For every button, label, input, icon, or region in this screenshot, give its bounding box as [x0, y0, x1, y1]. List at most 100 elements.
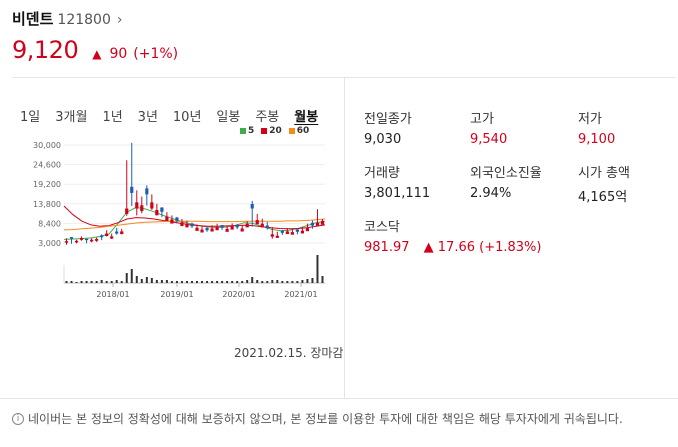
- tab-1y[interactable]: 1년: [102, 110, 123, 125]
- candle-body: [105, 233, 109, 237]
- stat-label: 전일종가: [364, 112, 412, 127]
- y-tick-label: 8,400: [38, 219, 61, 228]
- tab-3m[interactable]: 3개월: [55, 110, 88, 125]
- candle-body: [270, 234, 274, 237]
- y-tick-label: 3,000: [38, 239, 61, 248]
- volume-bar: [90, 281, 93, 283]
- candle-body: [245, 223, 249, 228]
- x-tick-label: 2019/01: [160, 290, 193, 299]
- volume-bar: [145, 277, 148, 283]
- stat-label: 저가: [578, 112, 602, 127]
- volume-bar: [201, 281, 204, 283]
- candle-body: [305, 228, 310, 232]
- candle-body: [120, 231, 124, 235]
- volume-bar: [110, 281, 113, 283]
- candle-body: [90, 239, 94, 242]
- volume-bar: [231, 281, 234, 283]
- index-change: 17.66 (+1.83%): [437, 240, 542, 255]
- stat-label: 시가 총액: [578, 166, 630, 181]
- volume-bar: [251, 277, 254, 283]
- volume-bar: [271, 280, 274, 283]
- volume-bar: [170, 281, 173, 283]
- up-arrow-icon: ▲: [92, 47, 102, 61]
- candle-body: [79, 237, 84, 240]
- price-change: 90: [109, 46, 128, 62]
- stat-high: 고가 9,540: [470, 108, 507, 147]
- volume-bar: [216, 281, 219, 283]
- index-value-row: 981.97 ▲ 17.66 (+1.83%): [364, 240, 541, 255]
- tab-weekly[interactable]: 주봉: [255, 110, 280, 125]
- candle-body: [205, 227, 209, 231]
- x-tick-label: 2021/01: [284, 290, 317, 299]
- volume-bar: [311, 278, 314, 283]
- divider: [12, 77, 676, 78]
- candle-body: [265, 225, 269, 229]
- stat-value: 9,540: [470, 132, 508, 147]
- candle-body: [225, 228, 229, 232]
- candle-body: [185, 223, 189, 228]
- candle-body: [200, 229, 204, 233]
- stat-value: 4,165억: [578, 190, 628, 205]
- candle-body: [110, 236, 114, 239]
- stock-code: 121800: [57, 12, 111, 28]
- candle-body: [100, 235, 104, 238]
- candle-body: [125, 208, 129, 214]
- candle-body: [95, 239, 99, 241]
- tab-daily[interactable]: 일봉: [216, 110, 241, 125]
- stock-name: 비덴트: [12, 10, 54, 28]
- up-arrow-icon: ▲: [423, 240, 434, 255]
- volume-bar: [286, 281, 289, 283]
- chart-date-note: 2021.02.15. 장마감: [234, 346, 344, 360]
- y-tick-label: 30,000: [33, 141, 61, 150]
- price-change-pct: (+1%): [133, 46, 179, 62]
- candle-body: [215, 227, 219, 231]
- tab-1d[interactable]: 1일: [20, 110, 41, 125]
- candle-body: [295, 229, 299, 232]
- period-tabs: 1일 3개월 1년 3년 10년 일봉 주봉 월봉: [20, 106, 333, 125]
- candle-body: [280, 230, 284, 233]
- volume-bar: [291, 281, 294, 283]
- legend-ma60: 60: [288, 126, 309, 136]
- legend-ma5: 5: [240, 126, 254, 136]
- stat-volume: 거래량 3,801,111: [364, 162, 430, 201]
- stat-foreign-ratio: 외국인소진율 2.94%: [470, 162, 542, 201]
- legend-swatch: [261, 128, 268, 134]
- candle-body: [285, 231, 289, 235]
- candle-body: [310, 222, 315, 226]
- volume-bar: [211, 281, 214, 283]
- index-kosdaq[interactable]: 코스닥 981.97 ▲ 17.66 (+1.83%): [364, 216, 541, 255]
- chevron-right-icon: ›: [116, 12, 123, 28]
- volume-bar: [125, 273, 128, 283]
- legend-swatch: [240, 128, 246, 134]
- legend-ma20: 20: [261, 126, 282, 136]
- candle-body: [145, 188, 149, 195]
- price-row: 9,120 ▲ 90 (+1%): [12, 36, 178, 64]
- volume-bar: [246, 280, 249, 283]
- candle-body: [84, 238, 89, 241]
- candle-body: [190, 223, 194, 227]
- volume-bar: [261, 281, 264, 283]
- y-tick-label: 24,600: [33, 161, 61, 170]
- volume-bar: [140, 279, 143, 283]
- volume-bar: [70, 281, 73, 283]
- volume-bar: [266, 281, 269, 283]
- tab-monthly[interactable]: 월봉: [294, 110, 319, 125]
- tab-3y[interactable]: 3년: [137, 110, 158, 125]
- stat-label: 거래량: [364, 166, 400, 181]
- ma20-line: [63, 205, 326, 230]
- ma60-line: [63, 218, 326, 231]
- volume-bar: [185, 281, 188, 283]
- tab-10y[interactable]: 10년: [172, 110, 202, 125]
- volume-bar: [296, 281, 299, 283]
- candle-body: [300, 230, 305, 234]
- candle-body: [115, 231, 119, 234]
- info-icon: i: [12, 413, 24, 425]
- stock-chart[interactable]: 30,000 24,600 19,200 13,800 8,400 3,000 2018/…: [0, 135, 340, 305]
- candle-body: [250, 203, 254, 209]
- volume-bar: [316, 255, 319, 283]
- candle-body: [235, 224, 239, 228]
- stock-title-link[interactable]: 비덴트 121800 ›: [12, 8, 122, 29]
- stat-value: 9,030: [364, 132, 402, 147]
- candle-body: [255, 220, 259, 225]
- volume-bar: [221, 281, 224, 283]
